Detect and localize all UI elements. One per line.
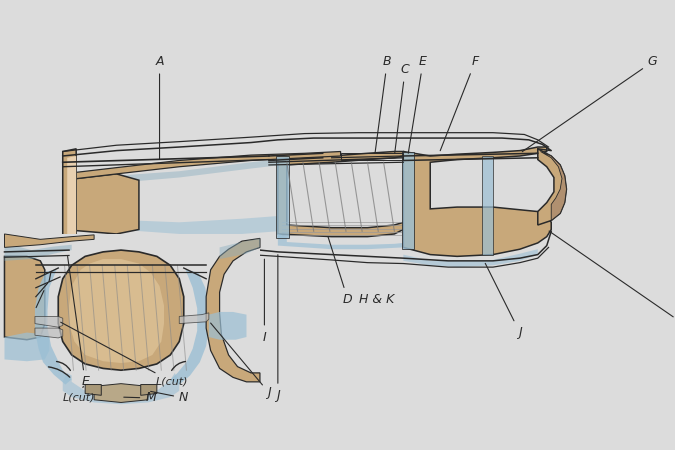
Polygon shape [5,234,260,422]
Polygon shape [180,313,209,324]
Polygon shape [404,147,551,256]
Polygon shape [404,248,538,267]
Polygon shape [482,156,493,255]
Polygon shape [35,270,72,385]
Polygon shape [68,156,76,242]
Polygon shape [63,373,180,404]
Polygon shape [94,384,148,402]
Polygon shape [35,316,63,327]
Polygon shape [278,234,404,249]
Text: L(cut): L(cut) [61,322,188,387]
Polygon shape [5,256,45,340]
Polygon shape [278,152,404,237]
Polygon shape [219,238,260,259]
Text: A: A [155,55,164,159]
Polygon shape [69,259,164,363]
Polygon shape [63,149,76,248]
Polygon shape [5,243,72,261]
Text: C: C [395,63,410,153]
Polygon shape [117,155,331,183]
Polygon shape [209,312,246,340]
Polygon shape [58,250,184,370]
Text: H: H [549,231,675,330]
Polygon shape [5,333,49,361]
Text: J: J [276,255,279,402]
Polygon shape [541,152,566,220]
Text: B: B [375,55,391,153]
Text: J: J [485,263,522,339]
Text: N: N [151,392,188,405]
Polygon shape [276,156,289,238]
Polygon shape [63,174,139,234]
Polygon shape [117,180,278,234]
Polygon shape [5,234,94,248]
Text: E: E [408,55,427,153]
Text: F: F [440,55,479,151]
Polygon shape [140,385,157,395]
Text: I: I [263,259,266,343]
Polygon shape [206,238,260,382]
Text: E: E [68,256,89,388]
Text: D: D [328,237,352,306]
Polygon shape [402,152,414,249]
Polygon shape [170,270,209,385]
Text: M: M [124,392,156,405]
Polygon shape [85,385,101,395]
Text: L(cut): L(cut) [63,387,95,403]
Polygon shape [538,149,566,225]
Text: I: I [36,272,51,308]
Text: G: G [522,55,657,152]
Text: J: J [211,323,271,399]
Text: H & K: H & K [359,293,394,306]
Polygon shape [35,328,63,338]
Polygon shape [63,152,341,180]
